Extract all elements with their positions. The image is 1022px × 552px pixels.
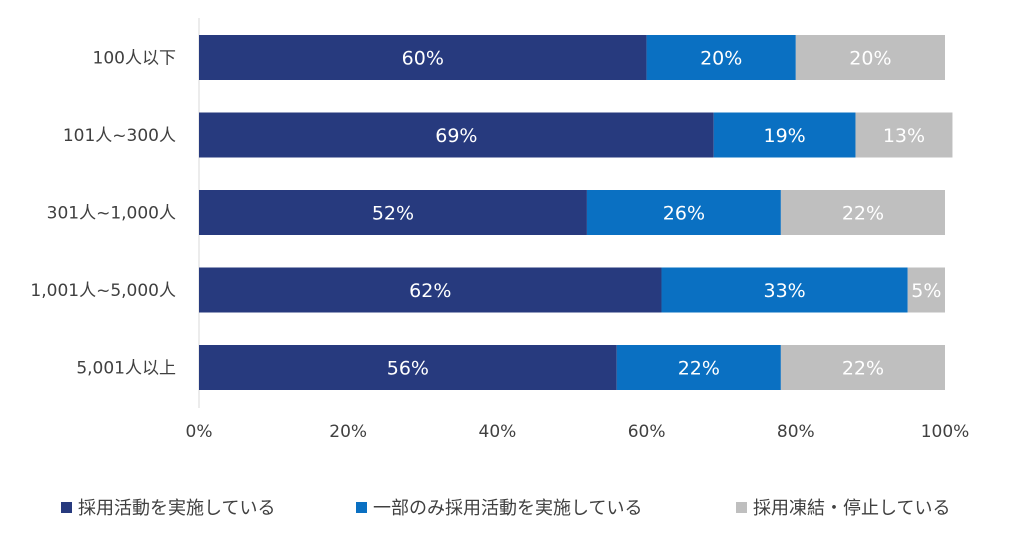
legend-swatch <box>736 501 747 513</box>
y-tick-label: 5,001人以上 <box>76 359 176 379</box>
legend-swatch <box>61 501 72 513</box>
data-label: 5% <box>911 280 941 302</box>
bar-segment <box>795 35 945 80</box>
data-label: 22% <box>678 358 720 380</box>
data-label: 56% <box>387 358 429 380</box>
bar-segment <box>616 345 781 390</box>
data-label: 20% <box>849 48 891 70</box>
data-label: 62% <box>409 280 451 302</box>
chart-legend: 採用活動を実施している 一部のみ採用活動を実施している 採用凍結・停止している <box>0 492 1022 522</box>
y-tick-label: 301人~1,000人 <box>47 204 176 224</box>
legend-item: 採用活動を実施している <box>61 492 275 522</box>
bar-segment <box>713 112 856 158</box>
stacked-bar-chart: 100人以下 60% 20% 20% 101人~300人 69% 19% 13% 301人~1,… <box>30 18 970 442</box>
bar-segment <box>646 35 796 80</box>
legend-label: 採用凍結・停止している <box>753 498 951 519</box>
bar-segment <box>199 267 662 313</box>
data-label: 22% <box>842 358 884 380</box>
x-tick-label: 100% <box>921 422 970 442</box>
x-tick-label: 80% <box>777 422 815 442</box>
data-label: 69% <box>435 125 477 147</box>
data-label: 60% <box>402 48 444 70</box>
bar-segment <box>199 190 587 235</box>
bar-segment <box>199 112 714 158</box>
data-label: 33% <box>763 280 805 302</box>
y-tick-label: 101人~300人 <box>63 126 176 146</box>
x-tick-label: 60% <box>628 422 666 442</box>
bar-segment <box>586 190 781 235</box>
x-tick-label: 0% <box>186 422 213 442</box>
data-label: 52% <box>372 203 414 225</box>
legend-item: 一部のみ採用活動を実施している <box>356 492 642 522</box>
bar-segment <box>780 190 945 235</box>
bar-segment <box>199 345 617 390</box>
bar-segment <box>780 345 945 390</box>
data-label: 22% <box>842 203 884 225</box>
data-label: 19% <box>763 125 805 147</box>
legend-label: 一部のみ採用活動を実施している <box>373 498 643 519</box>
bar-segment <box>855 112 953 158</box>
legend-label: 採用活動を実施している <box>78 498 276 519</box>
bar-segment <box>661 267 908 313</box>
y-tick-label: 100人以下 <box>93 49 176 69</box>
data-label: 13% <box>883 125 925 147</box>
data-label: 26% <box>663 203 705 225</box>
x-tick-label: 40% <box>479 422 517 442</box>
legend-swatch <box>356 501 367 513</box>
y-tick-label: 1,001人~5,000人 <box>30 281 176 301</box>
bar-segment <box>199 35 647 80</box>
legend-item: 採用凍結・停止している <box>736 492 950 522</box>
x-tick-label: 20% <box>329 422 367 442</box>
data-label: 20% <box>700 48 742 70</box>
bar-segment <box>907 267 945 313</box>
